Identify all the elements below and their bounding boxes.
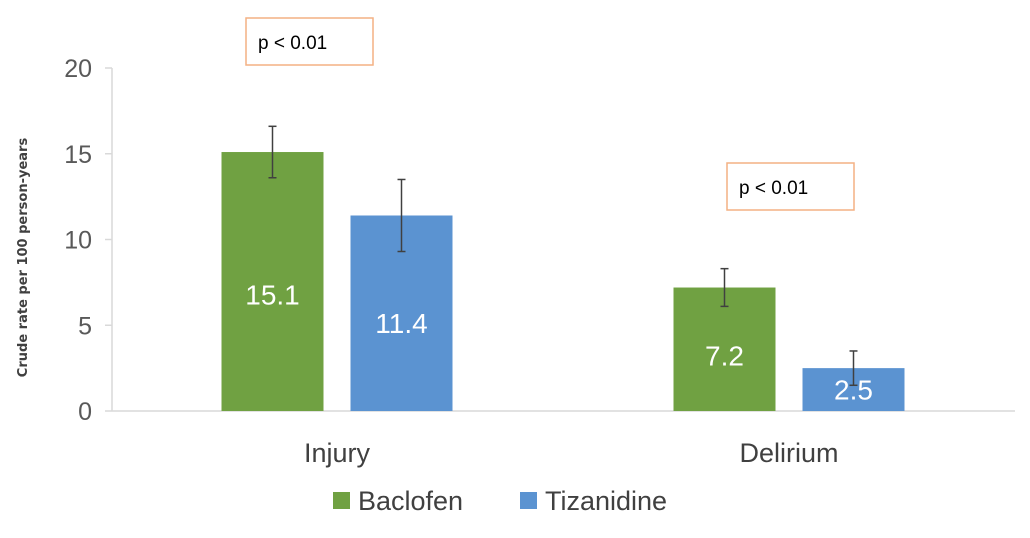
legend-item: Baclofen xyxy=(333,486,463,516)
annotation-box xyxy=(245,17,374,66)
legend-swatch xyxy=(333,492,350,509)
x-category-label: Delirium xyxy=(739,438,838,468)
annotation-text: p < 0.01 xyxy=(739,178,808,199)
data-label: 7.2 xyxy=(705,340,744,371)
annotation-box xyxy=(726,162,855,211)
y-axis-title: Crude rate per 100 person-years xyxy=(16,138,31,378)
legend-label: Baclofen xyxy=(358,486,463,516)
p-value-annotation: p < 0.01 xyxy=(726,162,855,211)
y-tick-label: 20 xyxy=(64,55,92,83)
bar-baclofen-injury xyxy=(221,152,324,411)
p-value-annotation: p < 0.01 xyxy=(245,17,374,66)
y-tick-label: 5 xyxy=(78,312,92,340)
bar-baclofen-delirium xyxy=(673,287,776,411)
data-label: 15.1 xyxy=(245,279,300,310)
y-tick-label: 10 xyxy=(64,227,92,255)
annotation-text: p < 0.01 xyxy=(258,33,327,54)
legend-item: Tizanidine xyxy=(520,486,667,516)
x-category-label: Injury xyxy=(304,438,371,468)
data-label: 11.4 xyxy=(375,308,427,339)
y-tick-label: 15 xyxy=(64,141,92,169)
data-label: 2.5 xyxy=(834,375,873,406)
y-tick-label: 0 xyxy=(78,398,92,426)
legend-swatch xyxy=(520,492,537,509)
legend-label: Tizanidine xyxy=(545,486,667,516)
